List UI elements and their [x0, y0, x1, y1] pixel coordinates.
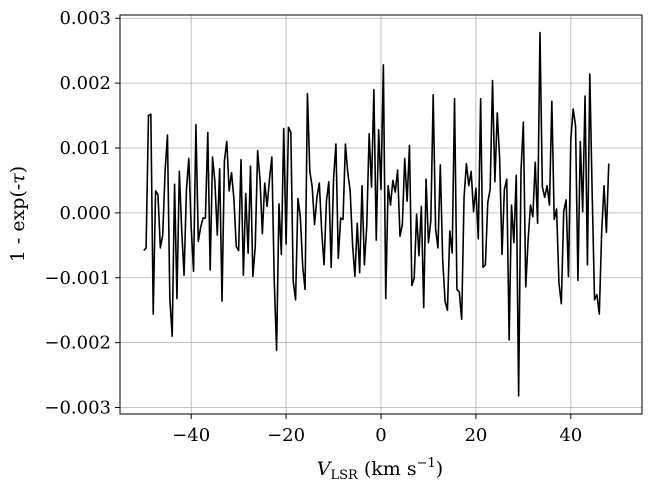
y-tick-label-3: 0.000: [59, 203, 111, 224]
y-axis-label-close: ): [7, 166, 29, 173]
y-axis-label: 1 - exp(-τ): [7, 166, 29, 262]
x-axis-label-sub: LSR: [331, 468, 360, 483]
y-tick-label-6: 0.003: [59, 8, 111, 29]
x-axis-label-exp: −1: [417, 456, 436, 471]
y-axis-label-main: 1 - exp(-: [7, 184, 29, 263]
grid: [120, 15, 642, 414]
x-tick-label-4: 40: [559, 425, 582, 446]
x-axis-label-unit: (km s: [358, 458, 417, 480]
y-tick-label-0: −0.003: [44, 398, 111, 419]
series-line: [143, 31, 610, 397]
x-axis-label-main: V: [317, 458, 333, 480]
y-axis-label-tau: τ: [7, 173, 29, 184]
x-axis-label: VLSR (km s−1): [317, 456, 443, 483]
x-tick-label-0: −40: [172, 425, 210, 446]
x-tick-label-3: 20: [464, 425, 487, 446]
x-tick-label-2: 0: [375, 425, 386, 446]
y-tick-label-1: −0.002: [44, 333, 111, 354]
y-tick-label-5: 0.002: [59, 73, 111, 94]
y-tick-label-2: −0.001: [44, 268, 111, 289]
ticks: −40 −20 0 20 40 −0.003 −0.002 −0.001 0.000 0.001 0…: [44, 8, 582, 446]
x-axis-label-close: ): [436, 458, 443, 480]
y-tick-label-4: 0.001: [59, 138, 111, 159]
x-tick-label-1: −20: [267, 425, 305, 446]
